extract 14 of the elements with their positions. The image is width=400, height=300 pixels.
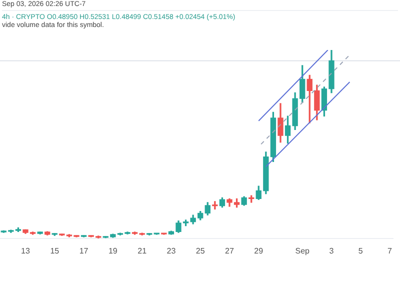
- x-tick-label: 3: [329, 246, 334, 256]
- x-tick-label: 15: [50, 246, 60, 256]
- x-tick-label: 17: [79, 246, 89, 256]
- x-tick-label: 19: [108, 246, 118, 256]
- x-tick-label: 13: [21, 246, 30, 256]
- candlestick: [212, 201, 218, 210]
- x-tick-label: 27: [225, 246, 234, 256]
- x-tick-label: 5: [358, 246, 364, 256]
- x-tick-label: 21: [138, 246, 148, 256]
- x-tick-label: 7: [388, 246, 393, 256]
- x-tick-label: 25: [196, 246, 206, 256]
- x-tick-label: Sep: [295, 246, 310, 256]
- x-tick-label: 29: [254, 246, 264, 256]
- x-tick-label: 23: [166, 246, 176, 256]
